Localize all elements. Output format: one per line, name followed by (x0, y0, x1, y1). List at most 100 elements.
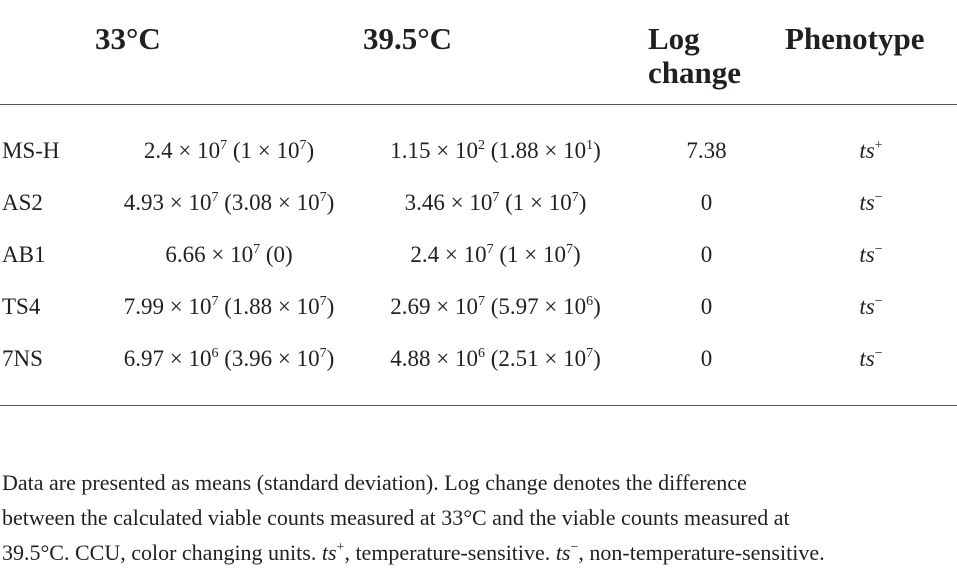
superscript: 7 (492, 190, 500, 205)
table-cell: 2.4 × 107 (1 × 107) (363, 229, 628, 281)
text-run: ) (326, 294, 335, 319)
text-run: (2.51 × 10 (484, 346, 587, 371)
superscript: − (874, 190, 883, 205)
text-run: 4.88 × 10 (390, 346, 478, 371)
text-run: between the calculated viable counts mea… (2, 505, 790, 530)
text-run: , temperature-sensitive. (344, 540, 556, 565)
text-run: 1.15 × 10 (390, 138, 478, 163)
text-run: 2.4 × 10 (410, 242, 487, 267)
superscript: 7 (565, 242, 573, 257)
table-cell: 0 (628, 177, 785, 229)
table-cell: 6.66 × 107 (0) (95, 229, 363, 281)
text-run: (5.97 × 10 (484, 294, 587, 319)
text-run: 0 (700, 242, 713, 267)
superscript: 7 (477, 294, 485, 309)
data-table: 33°C 39.5°C Log change Phenotype MS-H 2.4 × … (0, 16, 957, 406)
text-run: 2.4 × 10 (143, 138, 221, 163)
text-run: 39.5°C. CCU, color changing units. (2, 540, 322, 565)
superscript: 6 (477, 346, 485, 361)
column-header: 39.5°C (363, 21, 453, 56)
table-cell: 0 (628, 281, 785, 333)
table-cell: 0 (628, 229, 785, 281)
text-run: (0) (260, 242, 293, 267)
table-cell: 1.15 × 102 (1.88 × 101) (363, 105, 628, 178)
text-run: 6.66 × 10 (165, 242, 254, 267)
text-run: (1 × 10 (493, 242, 566, 267)
table-cell: 4.88 × 106 (2.51 × 107) (363, 333, 628, 406)
superscript: 7 (319, 190, 327, 205)
superscript: − (570, 540, 579, 555)
text-run: AB1 (2, 242, 46, 267)
text-run: 0 (700, 190, 713, 215)
text-run: (1 × 10 (499, 190, 572, 215)
column-header: Phenotype (785, 21, 925, 56)
corner (0, 16, 95, 105)
text-run: (1 × 10 (227, 138, 300, 163)
footnote-line: Data are presented as means (standard de… (2, 465, 825, 500)
superscript: 6 (586, 294, 594, 309)
row-label: 7NS (0, 333, 95, 406)
superscript: − (874, 294, 883, 309)
text-run: ) (593, 346, 601, 371)
table-cell: 2.4 × 107 (1 × 107) (95, 105, 363, 178)
text-run: ts (859, 242, 875, 267)
superscript: 6 (211, 346, 219, 361)
footnote: Data are presented as means (standard de… (2, 465, 825, 570)
text-run: 0 (700, 294, 713, 319)
superscript: 7 (220, 138, 228, 153)
text-run: 7NS (2, 346, 43, 371)
text-run: , non-temperature-sensitive. (578, 540, 825, 565)
table-body: MS-H 2.4 × 107 (1 × 107) 1.15 × 102 (1.88 … (0, 105, 957, 406)
table-cell: 3.46 × 107 (1 × 107) (363, 177, 628, 229)
table-cell: ts+ (785, 105, 957, 178)
text-run: 7.99 × 10 (123, 294, 212, 319)
text-run: ) (326, 346, 335, 371)
row-label: AB1 (0, 229, 95, 281)
text-run: MS-H (2, 138, 60, 163)
superscript: 7 (253, 242, 261, 257)
table-row: 7NS 6.97 × 106 (3.96 × 107) 4.88 × 106 (2.… (0, 333, 957, 406)
table-cell: 2.69 × 107 (5.97 × 106) (363, 281, 628, 333)
text-run: ts (859, 138, 875, 163)
text-run: ) (593, 138, 601, 163)
superscript: 7 (211, 190, 219, 205)
table-cell: 7.99 × 107 (1.88 × 107) (95, 281, 363, 333)
table-row: MS-H 2.4 × 107 (1 × 107) 1.15 × 102 (1.88 … (0, 105, 957, 178)
text-run: 0 (700, 346, 713, 371)
column-header: Log change (648, 21, 741, 90)
text-run: AS2 (2, 190, 43, 215)
header-row: 33°C 39.5°C Log change Phenotype (0, 16, 957, 105)
text-run: 4.93 × 10 (123, 190, 212, 215)
table-cell: ts− (785, 177, 957, 229)
superscript: 7 (319, 294, 327, 309)
superscript: 7 (486, 242, 494, 257)
superscript: 7 (211, 294, 219, 309)
text-run: ts (859, 190, 875, 215)
text-run: (1.88 × 10 (484, 138, 587, 163)
text-run: ts (859, 346, 875, 371)
table-row: TS4 7.99 × 107 (1.88 × 107) 2.69 × 107 (5.… (0, 281, 957, 333)
superscript: 7 (586, 346, 594, 361)
table-cell: 4.93 × 107 (3.08 × 107) (95, 177, 363, 229)
text-run: ) (306, 138, 315, 163)
superscript: 7 (571, 190, 579, 205)
text-run: 2.69 × 10 (390, 294, 478, 319)
superscript: − (874, 346, 883, 361)
table-cell: 6.97 × 106 (3.96 × 107) (95, 333, 363, 406)
text-run: ) (593, 294, 601, 319)
text-run: TS4 (2, 294, 41, 319)
text-run: ts (321, 540, 337, 565)
footnote-line: 39.5°C. CCU, color changing units. ts+, … (2, 535, 825, 570)
text-run: (1.88 × 10 (218, 294, 320, 319)
table-row: AB1 6.66 × 107 (0) 2.4 × 107 (1 × 107) 0 ts− (0, 229, 957, 281)
superscript: 2 (477, 138, 485, 153)
table-cell: ts− (785, 281, 957, 333)
text-run: (3.08 × 10 (218, 190, 320, 215)
footnote-line: between the calculated viable counts mea… (2, 500, 825, 535)
table-cell: 0 (628, 333, 785, 406)
superscript: − (874, 242, 883, 257)
superscript: 7 (319, 346, 327, 361)
superscript: 1 (586, 138, 594, 153)
text-run: ts (859, 294, 875, 319)
